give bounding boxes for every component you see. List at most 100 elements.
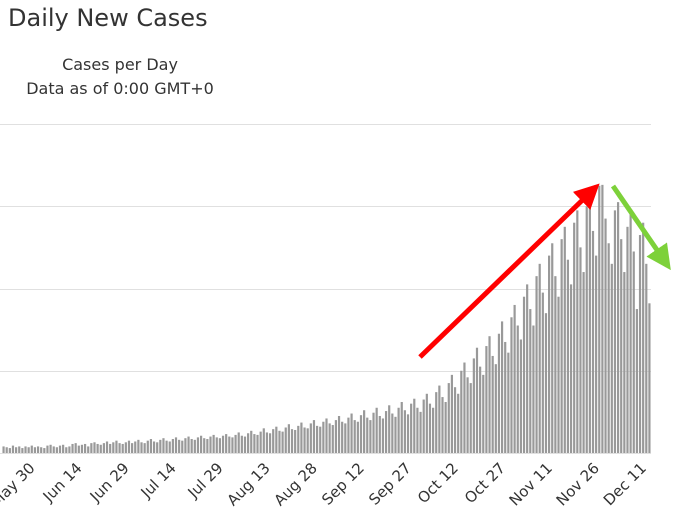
bar [105, 441, 109, 453]
bar [303, 427, 306, 453]
bar [206, 439, 209, 453]
bar [74, 443, 77, 453]
bar [240, 435, 243, 453]
x-tick-label: Sep 27 [365, 459, 415, 509]
bar [265, 432, 269, 453]
bar [613, 210, 617, 453]
bar [344, 423, 347, 453]
bar [15, 447, 18, 453]
bar [428, 403, 432, 453]
bar [196, 437, 200, 453]
bar [278, 430, 281, 453]
bar [247, 433, 250, 453]
bar [319, 426, 322, 453]
bar [369, 420, 372, 453]
bar [466, 377, 469, 453]
bar [62, 444, 65, 453]
bar [325, 418, 328, 453]
x-tick-label: Oct 27 [461, 459, 509, 507]
bar [472, 358, 475, 453]
bar [5, 447, 8, 453]
bar [165, 440, 168, 453]
bar [27, 447, 30, 453]
bar [127, 440, 131, 453]
bar [243, 436, 247, 453]
bar [71, 443, 74, 453]
bar [457, 393, 460, 453]
bar [538, 263, 541, 453]
bar [359, 415, 363, 453]
bar [507, 352, 510, 453]
bar [425, 393, 428, 453]
bar [99, 444, 102, 453]
bar [384, 411, 388, 453]
bar [146, 440, 149, 453]
x-tick-label: Nov 26 [553, 459, 603, 509]
x-tick-label: Jul 29 [184, 459, 227, 502]
bar [149, 439, 153, 453]
x-tick-label: Aug 28 [270, 459, 320, 509]
bar [532, 325, 535, 453]
bar [419, 411, 422, 453]
bar [49, 444, 52, 453]
bar [124, 442, 127, 453]
bar [58, 445, 62, 453]
bar [645, 263, 648, 453]
bar [297, 425, 300, 453]
bar [629, 214, 632, 453]
bar [93, 442, 96, 453]
bar [80, 444, 84, 453]
bar [607, 243, 610, 453]
chart-subtitle: Data as of 0:00 GMT+0 [26, 79, 214, 98]
bar [18, 446, 21, 453]
bar [275, 426, 278, 453]
bar [616, 202, 620, 453]
bar [463, 362, 466, 453]
bar [535, 276, 538, 453]
bar [228, 436, 231, 453]
x-tick-label: Jun 29 [86, 459, 133, 506]
bar [413, 398, 416, 453]
bar [635, 309, 638, 453]
bar [588, 189, 591, 454]
bar [497, 333, 501, 453]
bar [109, 443, 112, 453]
bar [341, 421, 344, 453]
bar [115, 440, 118, 453]
bar [300, 422, 303, 453]
bar [334, 420, 338, 453]
bar [529, 309, 532, 453]
bar [410, 403, 413, 453]
x-tick-label: Oct 12 [414, 459, 462, 507]
bar [256, 434, 259, 453]
bar [281, 431, 284, 453]
bar [290, 429, 294, 453]
bar [579, 247, 582, 453]
bar [479, 366, 482, 453]
bar [444, 402, 447, 453]
bar [638, 235, 642, 453]
bar [65, 447, 68, 453]
bar [178, 439, 181, 453]
bar [406, 414, 410, 453]
bar [33, 447, 37, 453]
bar [272, 429, 275, 453]
bar [388, 405, 391, 453]
bar [642, 222, 645, 453]
bar [174, 437, 178, 453]
bar [441, 397, 444, 453]
bar [447, 383, 450, 453]
bar [168, 441, 171, 453]
bar [268, 433, 272, 453]
bar [284, 427, 287, 453]
bar [585, 206, 588, 453]
bar [118, 443, 121, 453]
bar [544, 313, 548, 453]
bar [598, 185, 601, 453]
bar [8, 448, 11, 453]
bar [541, 292, 544, 453]
bar [347, 417, 350, 453]
bar [356, 421, 359, 453]
bar [121, 443, 124, 453]
